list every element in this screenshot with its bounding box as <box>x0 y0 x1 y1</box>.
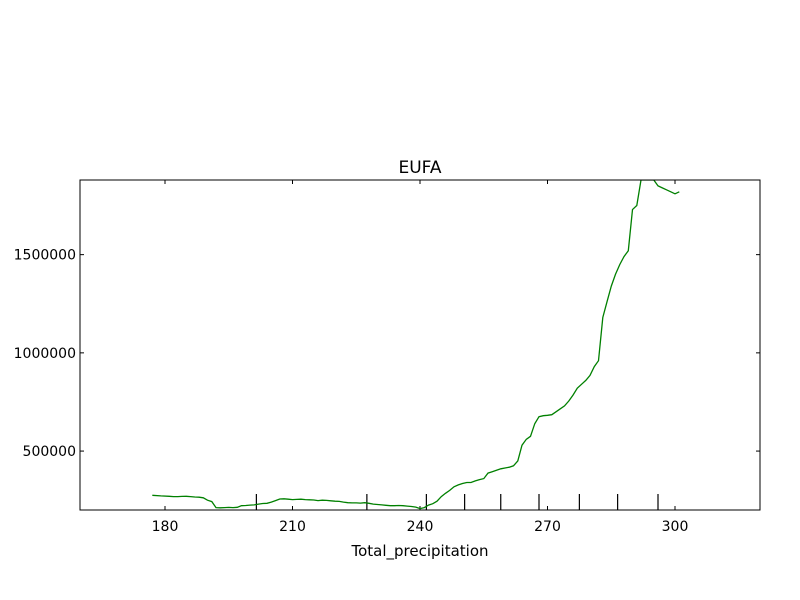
y-tick-label: 1000000 <box>14 346 76 362</box>
x-tick-label: 240 <box>407 519 434 535</box>
rug-layer <box>255 494 659 510</box>
series-line <box>152 180 680 510</box>
x-axis-label: Total_precipitation <box>350 542 488 561</box>
plot-frame <box>79 179 761 511</box>
series-layer <box>152 180 680 510</box>
ticks-layer: 180 210 240 270 300 500000 1000000 1500000 <box>14 180 760 535</box>
x-tick-label: 210 <box>279 519 306 535</box>
chart-title: EUFA <box>398 158 441 178</box>
x-tick-label: 180 <box>152 519 179 535</box>
x-tick-label: 300 <box>662 519 689 535</box>
x-tick-label: 270 <box>534 519 561 535</box>
y-tick-label: 500000 <box>23 444 76 460</box>
y-tick-label: 1500000 <box>14 248 76 264</box>
